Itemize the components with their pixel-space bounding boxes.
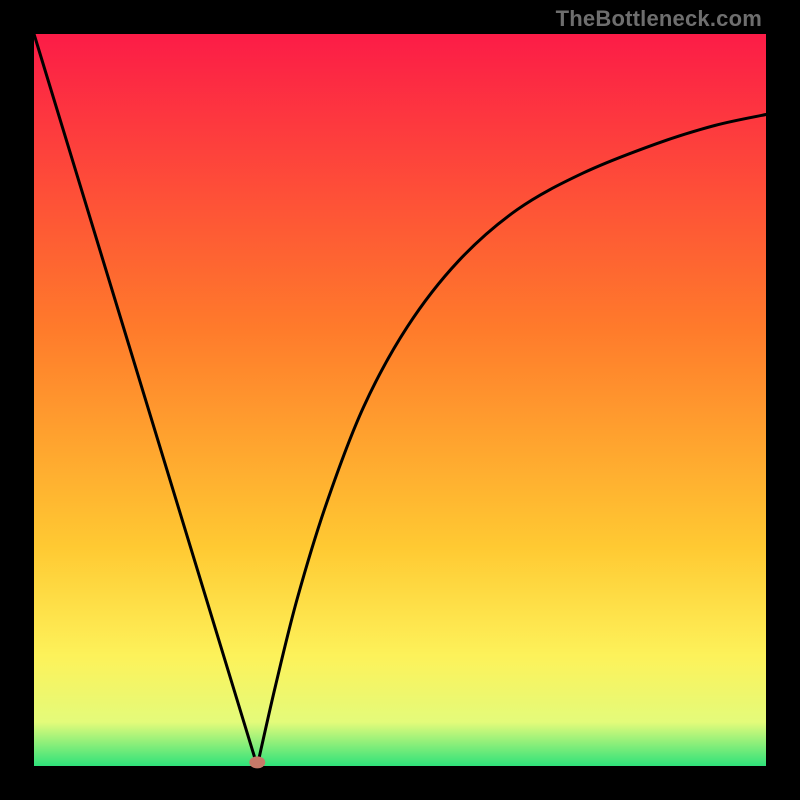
curve-min-point	[249, 756, 265, 768]
curve-left-branch	[34, 34, 257, 766]
plot-area	[34, 34, 766, 766]
plot-outer	[34, 34, 766, 766]
curve-right-branch	[257, 115, 766, 766]
curve-svg	[34, 34, 766, 766]
chart-root: TheBottleneck.com	[0, 0, 800, 800]
watermark-text: TheBottleneck.com	[556, 6, 762, 32]
